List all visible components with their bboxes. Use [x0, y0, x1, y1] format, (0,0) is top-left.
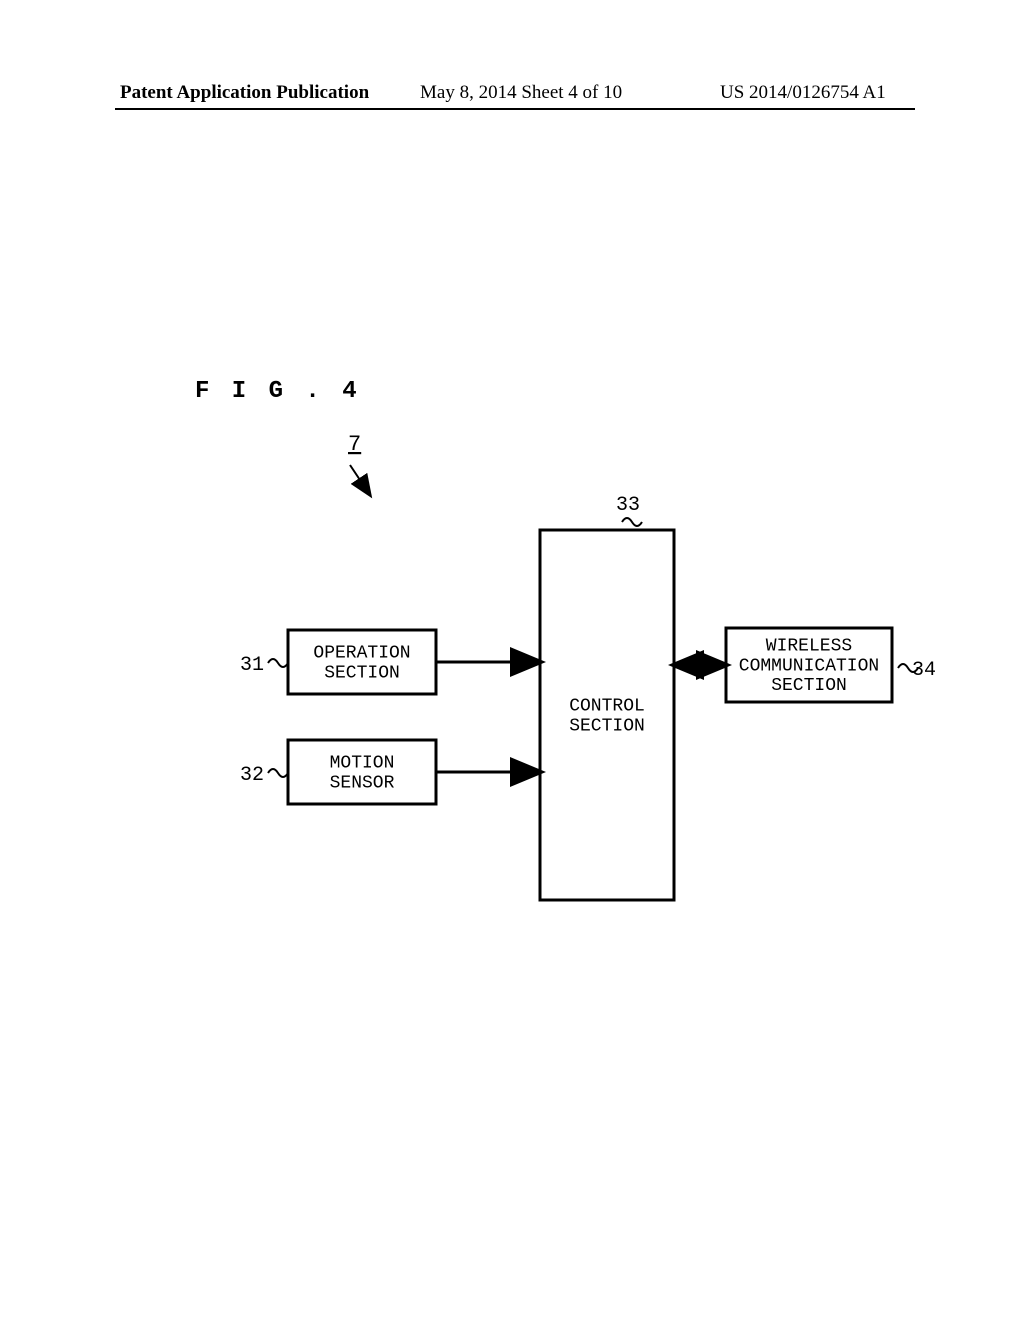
block-diagram: 7OPERATIONSECTION31MOTIONSENSOR32CONTROL…: [0, 0, 1024, 1320]
control-label-line-1: SECTION: [569, 716, 645, 736]
control-ref-squiggle: [622, 518, 642, 526]
system-ref-arrow: [350, 465, 370, 495]
motion-ref-label: 32: [240, 764, 264, 787]
wireless-label-line-2: SECTION: [771, 676, 847, 696]
motion-label-line-1: SENSOR: [330, 773, 395, 793]
system-ref-label: 7: [348, 432, 361, 457]
wireless-label-line-0: WIRELESS: [766, 637, 852, 657]
control-label-line-0: CONTROL: [569, 697, 645, 717]
operation-ref-label: 31: [240, 654, 264, 677]
wireless-label-line-1: COMMUNICATION: [739, 656, 879, 676]
operation-label-line-0: OPERATION: [313, 644, 410, 664]
motion-label-line-0: MOTION: [330, 754, 395, 774]
operation-label-line-1: SECTION: [324, 663, 400, 683]
control-ref-label: 33: [616, 494, 640, 517]
motion-ref-squiggle: [268, 769, 288, 777]
page: Patent Application Publication May 8, 20…: [0, 0, 1024, 1320]
operation-ref-squiggle: [268, 659, 288, 667]
